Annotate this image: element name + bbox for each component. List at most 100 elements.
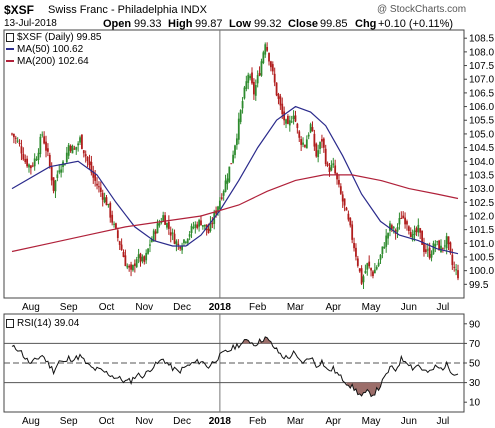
quote-date: 13-Jul-2018 xyxy=(4,18,57,29)
y-tick-label: 107.0 xyxy=(469,75,494,86)
candle-body xyxy=(254,85,257,96)
candle-body xyxy=(298,131,301,138)
y-tick-label: 101.0 xyxy=(469,239,494,250)
candle-body xyxy=(304,145,306,147)
candle-body xyxy=(247,74,250,83)
candle-body xyxy=(307,134,310,137)
y-tick-label: 106.5 xyxy=(469,88,494,99)
candle-body xyxy=(332,163,335,166)
candle-body xyxy=(160,221,163,224)
candle-body xyxy=(222,191,225,196)
candle-body xyxy=(270,61,272,68)
candle-body xyxy=(183,239,185,244)
candle-body xyxy=(430,253,433,258)
candle-body xyxy=(31,165,34,167)
candle-body xyxy=(305,139,308,149)
x-tick-label-rsi: Jun xyxy=(401,416,417,427)
x-tick-label: Jun xyxy=(401,302,417,313)
candle-body xyxy=(353,242,355,249)
candle-body xyxy=(415,228,418,233)
candle-body xyxy=(436,241,439,243)
candle-body xyxy=(251,72,253,84)
candle-body xyxy=(167,221,170,229)
candle-body xyxy=(45,141,47,151)
x-tick-label-rsi: Jul xyxy=(436,416,449,427)
candle-body xyxy=(16,140,19,142)
chg-value: +0.10 (+0.11%) xyxy=(378,18,454,30)
candle-body xyxy=(226,178,229,184)
candle-body xyxy=(277,94,280,99)
candle-body xyxy=(122,251,125,257)
candle-body xyxy=(143,256,146,262)
candle-body xyxy=(154,231,157,234)
candle-body xyxy=(396,227,399,232)
candle-body xyxy=(445,236,448,249)
candle-body xyxy=(64,164,66,166)
candle-body xyxy=(288,120,291,126)
candle-body xyxy=(171,232,174,234)
candle-body xyxy=(175,241,178,245)
candle-body xyxy=(158,223,161,226)
candle-body xyxy=(179,246,182,249)
candle-body xyxy=(186,238,189,244)
x-tick-label-rsi: Apr xyxy=(325,416,341,427)
candle-body xyxy=(315,143,318,157)
candle-body xyxy=(41,134,44,136)
x-tick-label-rsi: Oct xyxy=(99,416,115,427)
candle-body xyxy=(249,75,252,79)
candle-body xyxy=(118,241,121,245)
low-value: 99.32 xyxy=(254,18,282,30)
candle-body xyxy=(311,127,314,132)
ma50-line xyxy=(11,105,459,255)
candle-body xyxy=(349,217,352,226)
legend-price: $XSF (Daily) 99.85 xyxy=(6,32,101,43)
x-tick-label: Feb xyxy=(249,302,267,313)
candle-body xyxy=(262,52,265,63)
candle-body xyxy=(355,247,357,257)
rsi-label: RSI(14) 39.04 xyxy=(6,318,79,329)
candle-body xyxy=(188,234,191,237)
candle-body xyxy=(60,169,63,173)
candle-body xyxy=(279,96,282,106)
candle-body xyxy=(124,255,127,267)
candle-body xyxy=(54,180,57,192)
candle-body xyxy=(234,145,236,155)
candle-body xyxy=(392,226,395,229)
rsi-swatch-icon xyxy=(6,318,14,328)
x-tick-label: Mar xyxy=(287,302,305,313)
y-tick-label: 103.0 xyxy=(469,184,494,195)
rsi-y-tick-label: 50 xyxy=(469,359,481,370)
candle-body xyxy=(82,150,85,154)
candle-body xyxy=(224,180,227,192)
low-label: Low xyxy=(229,18,251,30)
candle-body xyxy=(120,244,123,251)
candle-body xyxy=(126,265,129,268)
y-tick-label: 102.0 xyxy=(469,211,494,222)
candle-body xyxy=(406,221,408,225)
candle-body xyxy=(220,197,223,199)
symbol-description: Swiss Franc - Philadelphia INDX xyxy=(48,4,207,16)
candle-body xyxy=(290,121,293,123)
candle-body xyxy=(156,223,159,234)
y-tick-label: 108.5 xyxy=(469,34,494,45)
candle-body xyxy=(228,166,231,182)
y-tick-label: 105.5 xyxy=(469,116,494,127)
candle-body xyxy=(203,224,206,227)
candle-body xyxy=(426,249,429,251)
candle-body xyxy=(33,158,36,167)
candle-body xyxy=(321,139,323,142)
candle-body xyxy=(256,75,259,84)
candle-body xyxy=(441,247,444,249)
candle-body xyxy=(147,248,149,254)
candle-body xyxy=(390,225,393,230)
x-tick-label: Dec xyxy=(173,302,191,313)
candle-body xyxy=(162,215,165,221)
candle-body xyxy=(235,138,238,145)
candle-body xyxy=(324,148,327,164)
candle-body xyxy=(73,148,76,150)
candle-body xyxy=(98,186,100,188)
candle-body xyxy=(128,265,131,268)
candle-body xyxy=(379,254,382,260)
candle-body xyxy=(434,244,437,247)
